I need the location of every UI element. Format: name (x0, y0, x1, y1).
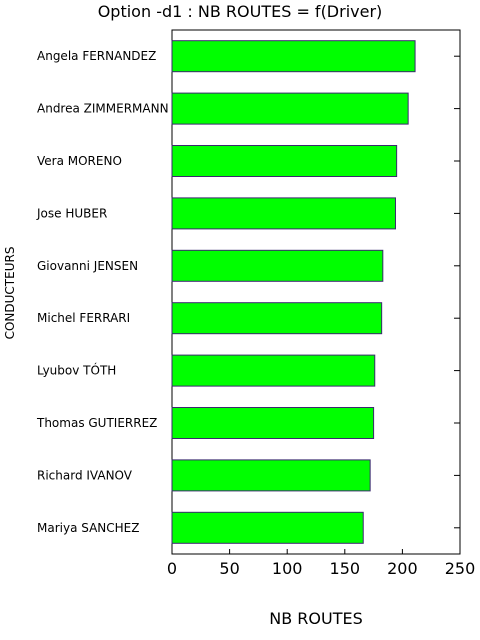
x-tick-label: 250 (445, 559, 476, 578)
category-label: Richard IVANOV (37, 468, 133, 482)
bar (171, 197, 396, 230)
x-tick-label: 50 (219, 559, 239, 578)
bar (171, 302, 383, 335)
x-tick-label: 200 (387, 559, 418, 578)
bar (171, 249, 384, 282)
category-label: Vera MORENO (37, 154, 122, 168)
bar (171, 511, 364, 544)
category-label: Lyubov TÓTH (37, 363, 116, 378)
category-label: Michel FERRARI (37, 311, 130, 325)
bar (171, 459, 371, 492)
bar (171, 145, 398, 177)
x-tick-label: 0 (167, 559, 177, 578)
category-label: Giovanni JENSEN (37, 259, 138, 273)
category-label: Angela FERNANDEZ (37, 49, 156, 63)
category-label: Jose HUBER (36, 206, 107, 220)
y-axis-label: CONDUCTEURS (3, 247, 17, 340)
chart-marks: Angela FERNANDEZ Andrea ZIMMERMANN Vera MO… (36, 40, 476, 578)
bar (171, 407, 375, 439)
bar (171, 92, 409, 125)
x-tick-label: 150 (330, 559, 361, 578)
chart-title: Option -d1 : NB ROUTES = f(Driver) (98, 2, 383, 21)
category-label: Thomas GUTIERREZ (36, 416, 157, 430)
category-label: Mariya SANCHEZ (37, 521, 139, 535)
category-label: Andrea ZIMMERMANN (37, 102, 169, 116)
x-tick-label: 100 (272, 559, 303, 578)
bar (171, 354, 376, 387)
bar (171, 40, 416, 73)
plot-frame (171, 29, 461, 555)
x-axis-label: NB ROUTES (269, 609, 363, 628)
